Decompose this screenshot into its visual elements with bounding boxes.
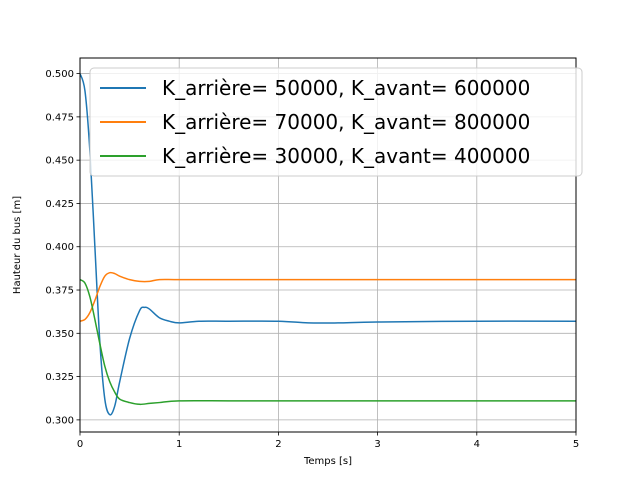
- legend-label: K_arrière= 70000, K_avant= 800000: [162, 110, 530, 134]
- y-tick-label: 0.450: [45, 156, 74, 167]
- x-tick-label: 0: [77, 439, 83, 450]
- x-tick-label: 3: [374, 439, 380, 450]
- axis-ticks: 0 1 2 3 4 5 0.300 0.325 0.350 0.375 0.400 0.425 0.45…: [45, 69, 579, 450]
- legend: K_arrière= 50000, K_avant= 600000 K_arriè…: [89, 67, 583, 177]
- y-axis-label: Hauteur du bus [m]: [12, 196, 23, 294]
- y-tick-label: 0.375: [45, 286, 74, 297]
- x-tick-label: 2: [275, 439, 281, 450]
- legend-label: K_arrière= 30000, K_avant= 400000: [162, 144, 530, 168]
- x-axis-label: Temps [s]: [303, 456, 352, 467]
- y-tick-label: 0.300: [45, 415, 74, 426]
- y-tick-label: 0.500: [45, 69, 74, 80]
- series-lines: [80, 73, 576, 416]
- legend-box: [89, 67, 583, 177]
- x-tick-label: 1: [176, 439, 182, 450]
- series-line-1: [80, 73, 576, 416]
- y-tick-label: 0.400: [45, 242, 74, 253]
- x-tick-label: 4: [474, 439, 480, 450]
- plot-frame: [79, 57, 577, 433]
- y-tick-label: 0.425: [45, 199, 74, 210]
- series-line-2: [80, 271, 576, 322]
- legend-label: K_arrière= 50000, K_avant= 600000: [162, 76, 530, 100]
- y-tick-label: 0.325: [45, 372, 74, 383]
- series-line-3: [80, 278, 576, 406]
- y-tick-label: 0.350: [45, 329, 74, 340]
- x-tick-label: 5: [573, 439, 579, 450]
- y-tick-label: 0.475: [45, 112, 74, 123]
